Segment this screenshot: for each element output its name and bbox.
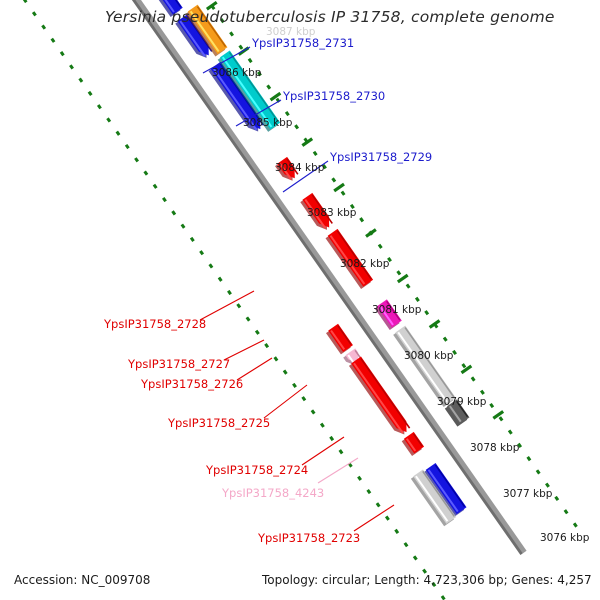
gene-red-2723[interactable] [348, 356, 411, 435]
ruler-tick-label: 3078 kbp [470, 442, 520, 454]
gene-label-ypsip31758_2724[interactable]: YpsIP31758_2724 [206, 463, 309, 477]
label-leader-line [202, 46, 251, 74]
label-leader-line [282, 160, 329, 193]
label-leader-line [236, 357, 273, 381]
gene-label-ypsip31758_2729[interactable]: YpsIP31758_2729 [330, 150, 433, 164]
gene-lightgray-mid[interactable] [393, 325, 456, 407]
ruler-tick-label: 3083 kbp [307, 207, 357, 219]
gene-label-ypsip31758_2723[interactable]: YpsIP31758_2723 [258, 531, 361, 545]
label-leader-line [353, 504, 395, 532]
label-leader-line [199, 290, 255, 321]
ruler-tick-label: 3082 kbp [340, 258, 390, 270]
ruler-tick-label: 3076 kbp [540, 532, 590, 544]
ruler-tick-label: 3086 kbp [212, 67, 262, 79]
accession-text: Accession: NC_009708 [14, 573, 151, 587]
gene-red-2726[interactable] [325, 228, 374, 289]
gene-red-2727[interactable] [300, 192, 333, 230]
page-title: Yersinia pseudotuberculosis IP 31758, co… [105, 8, 555, 26]
gene-label-ypsip31758_2728[interactable]: YpsIP31758_2728 [104, 317, 207, 331]
gene-features-group[interactable] [63, 0, 470, 527]
gene-label-ypsip31758_2725[interactable]: YpsIP31758_2725 [168, 416, 271, 430]
gene-label-ypsip31758_2726[interactable]: YpsIP31758_2726 [141, 377, 244, 391]
ruler-tick-label: 3079 kbp [437, 396, 487, 408]
gene-blue-2730[interactable] [135, 0, 183, 18]
label-leader-line [301, 436, 345, 466]
gene-red-2725[interactable] [326, 323, 353, 355]
gene-blue-2729[interactable] [208, 61, 265, 132]
gene-darkgray-mid[interactable] [444, 399, 470, 427]
gene-blue-small[interactable] [175, 14, 213, 58]
status-bar: Accession: NC_009708 Topology: circular;… [0, 566, 600, 600]
label-leader-line [317, 457, 359, 484]
label-leader-line [223, 339, 265, 361]
gene-label-ypsip31758_2727[interactable]: YpsIP31758_2727 [128, 357, 231, 371]
gene-label-ypsip31758_2730[interactable]: YpsIP31758_2730 [283, 89, 386, 103]
ruler-tick-label: 3077 kbp [503, 488, 553, 500]
label-leader-line [235, 99, 282, 127]
ruler-tick-label: 3080 kbp [404, 350, 454, 362]
gene-blue-bottom[interactable] [423, 463, 467, 517]
gene-label-ypsip31758_2731[interactable]: YpsIP31758_2731 [252, 36, 355, 50]
gene-orange[interactable] [185, 4, 228, 57]
ruler-group [131, 0, 527, 556]
gene-red-2728[interactable] [275, 156, 299, 181]
gene-label-ypsip31758_4243[interactable]: YpsIP31758_4243 [222, 486, 325, 500]
ruler-tick-label: 3085 kbp [243, 117, 293, 129]
ruler-tick-label: 3087 kbp [266, 26, 316, 38]
gene-magenta-4243[interactable] [374, 299, 402, 330]
ruler-tick-label: 3081 kbp [372, 304, 422, 316]
gene-red-small-end[interactable] [401, 431, 425, 456]
topology-text: Topology: circular; Length: 4,723,306 bp… [262, 573, 592, 587]
label-leader-lines [199, 46, 395, 532]
ruler-tick-label: 3084 kbp [275, 162, 325, 174]
gene-lightgray-bot[interactable] [410, 469, 457, 527]
label-leader-line [263, 384, 308, 419]
